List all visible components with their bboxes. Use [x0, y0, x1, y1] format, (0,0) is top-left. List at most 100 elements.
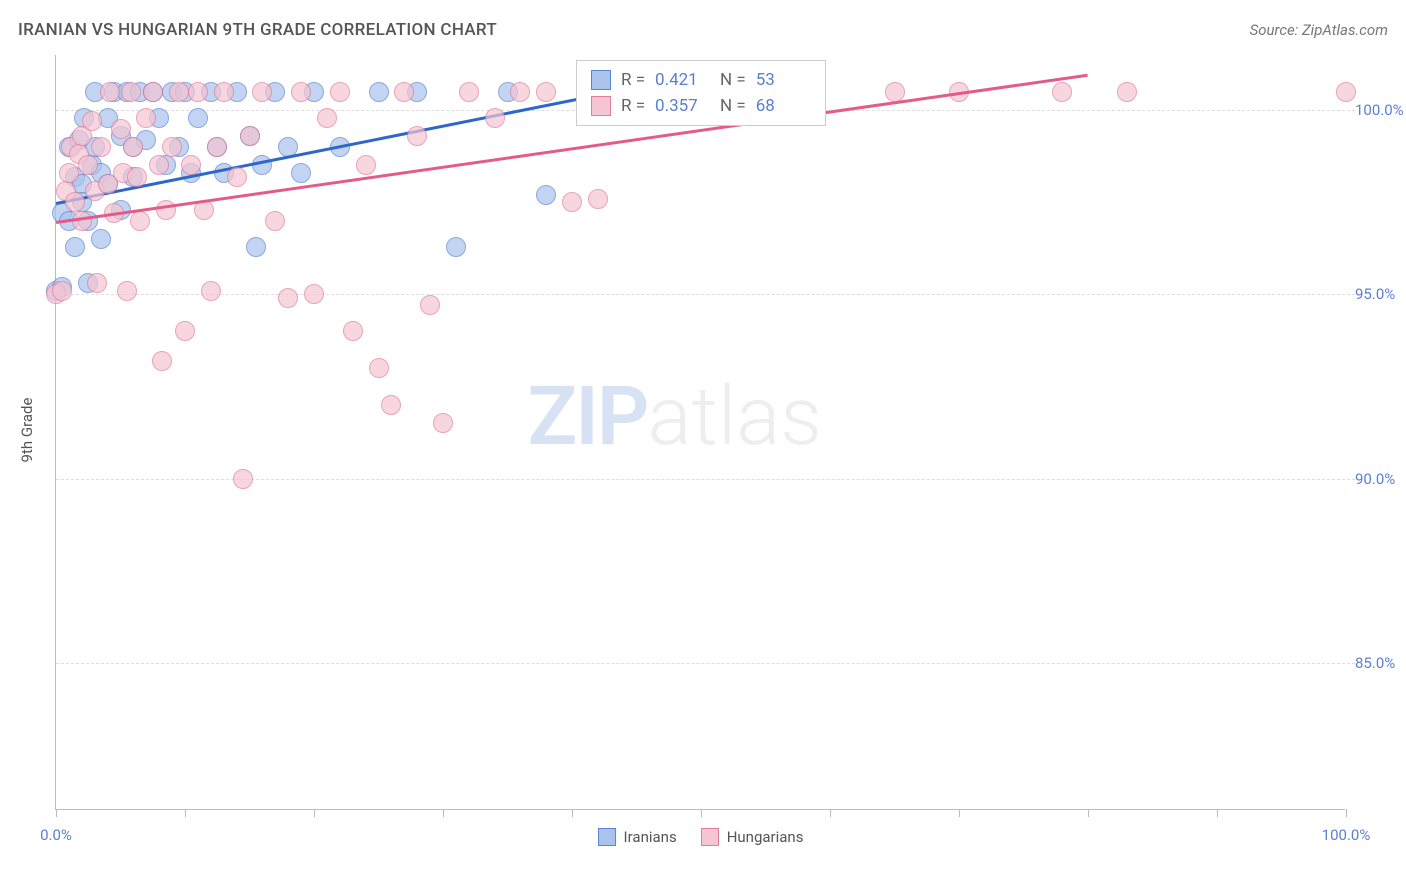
scatter-point [175, 321, 195, 341]
x-tick [701, 809, 702, 817]
legend-label: Hungarians [727, 828, 804, 846]
scatter-point [91, 229, 111, 249]
scatter-point [65, 192, 85, 212]
scatter-point [123, 137, 143, 157]
n-label: N = [720, 70, 746, 90]
scatter-point [188, 108, 208, 128]
scatter-point [562, 192, 582, 212]
scatter-point [78, 155, 98, 175]
x-tick [1088, 809, 1089, 817]
scatter-point [127, 167, 147, 187]
y-tick-label: 85.0% [1355, 654, 1406, 672]
scatter-point [162, 137, 182, 157]
x-tick [1217, 809, 1218, 817]
scatter-point [65, 237, 85, 257]
legend-swatch [591, 70, 611, 90]
y-tick-label: 90.0% [1355, 470, 1406, 488]
scatter-point [433, 413, 453, 433]
legend-swatch [598, 828, 616, 846]
x-tick-label: 100.0% [1322, 826, 1371, 844]
scatter-point [330, 82, 350, 102]
x-tick [314, 809, 315, 817]
scatter-point [1052, 82, 1072, 102]
legend-label: Iranians [624, 828, 677, 846]
legend-item: Hungarians [701, 828, 804, 846]
scatter-point [233, 469, 253, 489]
scatter-point [1117, 82, 1137, 102]
scatter-point [181, 155, 201, 175]
scatter-point [130, 211, 150, 231]
scatter-point [240, 126, 260, 146]
y-axis-label: 9th Grade [18, 398, 36, 463]
scatter-point [52, 281, 72, 301]
scatter-chart: ZIPatlas 85.0%90.0%95.0%100.0%0.0%100.0%… [55, 55, 1345, 810]
watermark-zip: ZIP [528, 369, 648, 465]
scatter-point [317, 108, 337, 128]
r-label: R = [621, 96, 645, 116]
scatter-point [59, 163, 79, 183]
scatter-point [136, 108, 156, 128]
correlation-legend: R = 0.421 N = 53 R =0.357N =68 [576, 60, 826, 126]
y-tick-label: 95.0% [1355, 285, 1406, 303]
legend-item: Iranians [598, 828, 677, 846]
x-tick [56, 809, 57, 817]
scatter-point [111, 119, 131, 139]
scatter-point [188, 82, 208, 102]
y-tick-label: 100.0% [1355, 101, 1406, 119]
chart-header: IRANIAN VS HUNGARIAN 9TH GRADE CORRELATI… [18, 20, 1388, 40]
scatter-point [152, 351, 172, 371]
x-tick [830, 809, 831, 817]
scatter-point [156, 200, 176, 220]
scatter-point [369, 82, 389, 102]
x-tick [185, 809, 186, 817]
gridline-h [56, 663, 1355, 664]
scatter-point [446, 237, 466, 257]
x-tick-label: 0.0% [40, 826, 72, 844]
scatter-point [252, 82, 272, 102]
legend-swatch [701, 828, 719, 846]
r-value: 0.421 [655, 70, 710, 90]
n-value: 53 [756, 70, 811, 90]
n-value: 68 [756, 96, 811, 116]
scatter-point [1336, 82, 1356, 102]
r-label: R = [621, 70, 645, 90]
scatter-point [304, 284, 324, 304]
scatter-point [420, 295, 440, 315]
scatter-point [369, 358, 389, 378]
scatter-point [536, 185, 556, 205]
x-tick [959, 809, 960, 817]
source-attribution: Source: ZipAtlas.com [1250, 21, 1388, 39]
scatter-point [87, 273, 107, 293]
scatter-point [536, 82, 556, 102]
scatter-point [121, 82, 141, 102]
gridline-h [56, 294, 1355, 295]
scatter-point [82, 111, 102, 131]
x-tick [443, 809, 444, 817]
scatter-point [343, 321, 363, 341]
scatter-point [291, 163, 311, 183]
scatter-point [265, 211, 285, 231]
scatter-point [381, 395, 401, 415]
chart-title: IRANIAN VS HUNGARIAN 9TH GRADE CORRELATI… [18, 20, 497, 40]
scatter-point [356, 155, 376, 175]
legend-row: R = 0.421 N = 53 [591, 67, 811, 93]
legend-row: R =0.357N =68 [591, 93, 811, 119]
scatter-point [207, 137, 227, 157]
scatter-point [278, 288, 298, 308]
legend-swatch [591, 96, 611, 116]
scatter-point [510, 82, 530, 102]
watermark-atlas: atlas [647, 369, 821, 465]
scatter-point [227, 167, 247, 187]
scatter-point [100, 82, 120, 102]
scatter-point [291, 82, 311, 102]
scatter-point [485, 108, 505, 128]
scatter-point [214, 82, 234, 102]
watermark: ZIPatlas [528, 369, 822, 465]
scatter-point [407, 126, 427, 146]
scatter-point [143, 82, 163, 102]
scatter-point [246, 237, 266, 257]
series-legend: Iranians Hungarians [598, 828, 804, 846]
scatter-point [885, 82, 905, 102]
scatter-point [588, 189, 608, 209]
scatter-point [149, 155, 169, 175]
